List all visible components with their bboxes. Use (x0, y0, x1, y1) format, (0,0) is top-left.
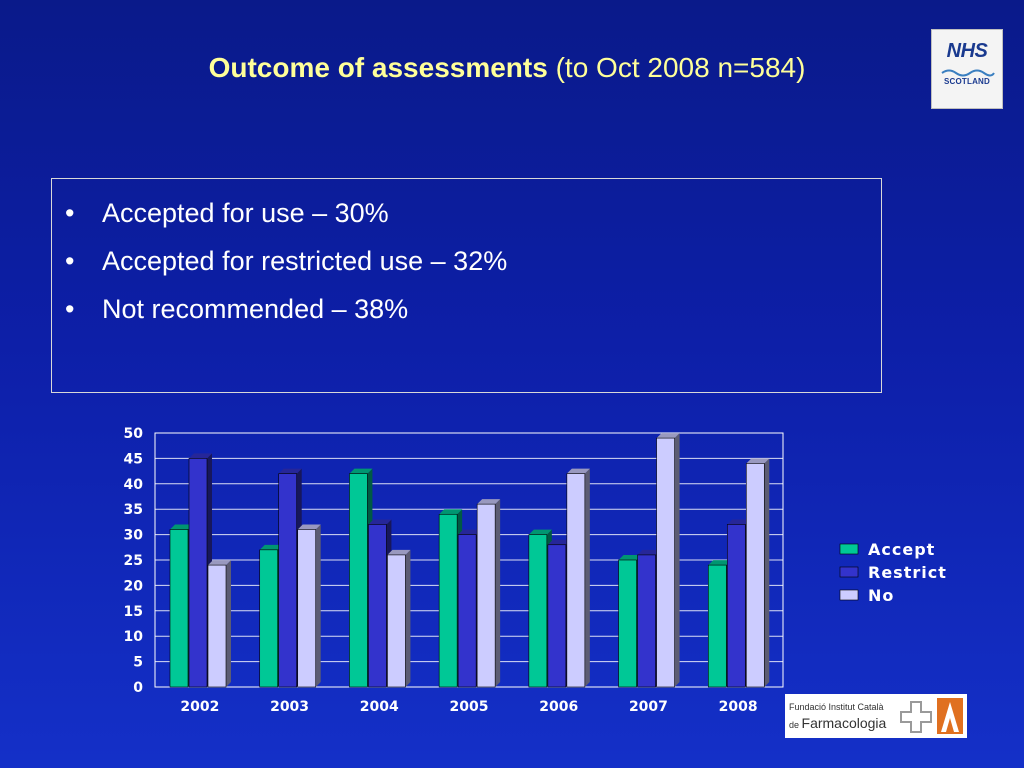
y-tick-label: 0 (133, 680, 143, 696)
bar (368, 524, 387, 688)
bar-top (618, 555, 642, 560)
x-tick-label: 2005 (450, 699, 489, 715)
bar-side (495, 499, 501, 687)
bar (387, 554, 406, 688)
y-tick-label: 15 (124, 604, 143, 620)
y-tick-label: 40 (124, 477, 144, 493)
bar-top (259, 544, 283, 550)
y-tick-label: 45 (124, 451, 143, 467)
bar (637, 554, 656, 688)
bar (457, 534, 477, 688)
bar-top (547, 539, 571, 545)
bar-top (170, 524, 193, 530)
title-rest: (to Oct 2008 n=584) (547, 52, 806, 83)
x-tick-label: 2002 (180, 699, 219, 715)
bar-top (528, 529, 552, 535)
bar-top (278, 468, 302, 474)
bar (745, 463, 765, 688)
bullet-marker: • (65, 294, 75, 324)
bar (656, 437, 675, 688)
bar-side (315, 524, 321, 687)
bar-top (566, 468, 590, 474)
bar-top (368, 519, 392, 525)
fic-logo-line1: Fundació Institut Català (789, 702, 884, 712)
bar (547, 544, 567, 688)
nhs-logo-subtext: SCOTLAND (943, 77, 991, 86)
bullet-text: Accepted for restricted use – 32% (102, 246, 508, 276)
fic-logo-prefix: de (789, 720, 802, 730)
y-tick-label: 10 (124, 629, 144, 645)
bullet-item: • Not recommended – 38% (52, 285, 881, 333)
legend-label: Accept (868, 540, 935, 559)
bar (618, 559, 637, 688)
x-tick-label: 2007 (629, 699, 668, 715)
bullet-text: Not recommended – 38% (102, 294, 409, 324)
bar-top (458, 529, 482, 535)
y-tick-label: 30 (124, 528, 144, 544)
bar-top (208, 560, 231, 566)
bar (726, 524, 746, 688)
fic-logo: Fundació Institut Català de Farmacologia (785, 694, 967, 738)
wave-icon (941, 69, 995, 77)
bar (528, 534, 548, 688)
bar (278, 473, 298, 688)
y-tick-label: 50 (124, 426, 144, 442)
bar (188, 458, 208, 688)
y-tick-label: 25 (124, 553, 143, 569)
bullet-marker: • (65, 246, 75, 276)
bar-side (764, 458, 770, 687)
bar-side (674, 433, 680, 687)
bullet-list: • Accepted for use – 30% • Accepted for re… (52, 179, 881, 333)
bar-top (387, 549, 411, 555)
bar-top (439, 509, 463, 515)
bullet-text: Accepted for use – 30% (102, 198, 389, 228)
bar (707, 564, 727, 688)
bar-top (656, 433, 680, 439)
x-tick-label: 2003 (270, 699, 309, 715)
fic-emblem-icon (900, 698, 963, 734)
bar-top (477, 499, 501, 505)
bar (349, 473, 368, 688)
bullet-marker: • (65, 198, 75, 228)
y-tick-label: 35 (124, 502, 143, 518)
bar (297, 529, 317, 688)
bar (438, 513, 458, 688)
bar-top (727, 519, 751, 525)
bar-top (708, 560, 732, 566)
bar-top (189, 453, 212, 459)
nhs-logo-text: NHS (946, 40, 988, 62)
x-tick-label: 2006 (539, 699, 578, 715)
bullet-item: • Accepted for restricted use – 32% (52, 237, 881, 285)
bar (169, 529, 189, 688)
slide-title: Outcome of assessments (to Oct 2008 n=58… (0, 52, 1014, 84)
legend-swatch (839, 566, 859, 578)
bar-side (226, 560, 231, 687)
y-tick-label: 5 (133, 655, 143, 671)
x-tick-label: 2004 (360, 699, 399, 715)
y-tick-label: 20 (124, 578, 144, 594)
legend-swatch (839, 589, 859, 601)
bar-top (637, 549, 661, 555)
bar-side (405, 549, 411, 687)
fic-logo-line2: de Farmacologia (789, 715, 886, 731)
bar (476, 503, 496, 688)
bullet-box: • Accepted for use – 30% • Accepted for re… (51, 178, 882, 393)
bullet-item: • Accepted for use – 30% (52, 189, 881, 237)
bar-chart: 0 5 10 15 20 25 30 35 40 45 50 2002 2003 2004 2005 2006… (124, 426, 947, 715)
bar-top (297, 524, 321, 530)
x-tick-label: 2008 (719, 699, 758, 715)
legend-swatch (839, 543, 859, 555)
bar (207, 564, 227, 688)
legend-label: Restrict (868, 563, 947, 582)
legend-label: No (868, 586, 894, 605)
bar (259, 549, 279, 688)
fic-logo-main: Farmacologia (801, 715, 887, 731)
bar-top (349, 468, 373, 474)
bar (566, 473, 586, 688)
bar-side (584, 468, 590, 687)
title-bold: Outcome of assessments (208, 52, 548, 83)
bar-top (746, 458, 770, 464)
nhs-scotland-logo: NHS SCOTLAND (931, 29, 1003, 109)
